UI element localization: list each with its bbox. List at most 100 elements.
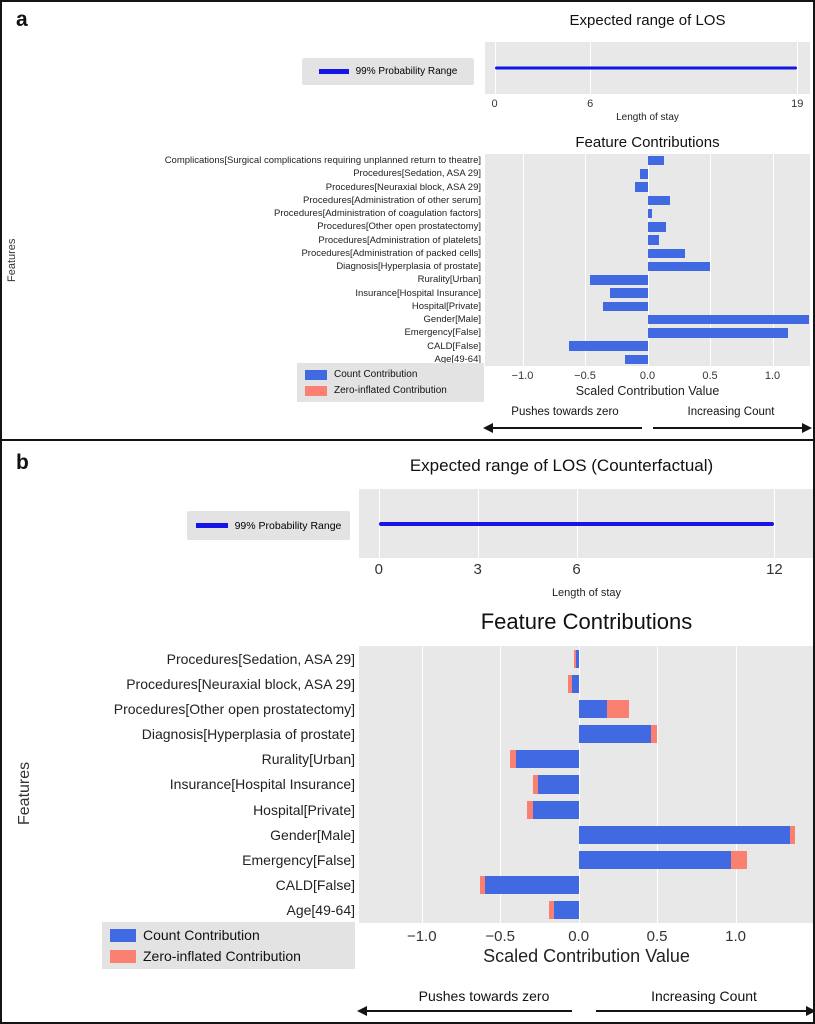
gridline (585, 154, 586, 366)
zero-inflated-legend-item: Zero-inflated Contribution (110, 948, 347, 964)
count-bar (578, 725, 651, 744)
contributions-x-ticks: −1.0 −0.5 0.0 0.5 1.0 (485, 370, 810, 383)
count-bar (553, 901, 579, 920)
panel-b: b Expected range of LOS (Counterfactual)… (2, 443, 813, 1022)
count-legend-item: Count Contribution (305, 369, 476, 380)
zero-inflated-bar (533, 775, 538, 794)
zero-inflated-bar (730, 850, 747, 870)
features-axis-label: Features (16, 761, 33, 825)
features-axis-label: Features (6, 238, 18, 282)
x-tick-label: 1.0 (764, 370, 781, 382)
feature-label: Rurality[Urban] (261, 751, 355, 768)
zero-inflated-legend-label: Zero-inflated Contribution (334, 385, 447, 396)
right-arrow (596, 1006, 813, 1016)
count-legend-label: Count Contribution (334, 369, 418, 380)
zero-inflated-bar (479, 876, 485, 895)
count-bar (484, 876, 579, 895)
los-chart-title: Expected range of LOS (569, 12, 726, 29)
contributions-x-ticks: −1.0 −0.5 0.0 0.5 1.0 (359, 928, 813, 945)
feature-label: Procedures[Administration of other serum… (303, 194, 481, 206)
zero-inflated-bar (790, 825, 796, 844)
count-bar (578, 850, 731, 870)
zero-inflated-legend-label: Zero-inflated Contribution (143, 948, 301, 964)
count-bar (640, 169, 648, 179)
probability-range-line (378, 521, 775, 526)
count-bar (572, 674, 579, 693)
los-x-ticks: 0 6 19 (485, 98, 810, 111)
count-bar (610, 288, 648, 298)
los-x-axis-label: Length of stay (551, 587, 622, 599)
zero-inflated-swatch (305, 385, 327, 396)
feature-label: Hospital[Private] (253, 801, 355, 818)
feature-label: Procedures[Neuraxial block, ASA 29] (126, 675, 355, 692)
count-bar (537, 775, 579, 794)
probability-range-line (494, 66, 798, 70)
contribution-legend: Count Contribution Zero-inflated Contrib… (297, 363, 484, 402)
panel-a-label: a (16, 8, 28, 31)
left-arrow (483, 423, 642, 433)
count-swatch (305, 369, 327, 380)
pushes-towards-zero-annotation: Pushes towards zero (511, 406, 619, 418)
x-tick-label: −0.5 (485, 928, 516, 945)
gridline (578, 646, 580, 923)
count-bar (602, 301, 648, 312)
x-tick-label: −1.0 (511, 370, 534, 382)
x-tick-label: 0.5 (646, 928, 668, 945)
feature-label: CALD[False] (275, 877, 355, 894)
feature-label: Emergency[False] (242, 852, 355, 869)
probability-range-legend-label: 99% Probability Range (355, 66, 458, 77)
x-tick-label: 19 (791, 98, 804, 110)
feature-label: Gender[Male] (270, 826, 355, 843)
los-x-ticks: 0 3 6 12 (359, 561, 813, 578)
feature-label: Hospital[Private] (411, 300, 481, 312)
x-tick-label: 12 (766, 561, 783, 578)
feature-label: Rurality[Urban] (417, 274, 481, 286)
zero-inflated-bar (650, 725, 658, 744)
gridline (500, 646, 502, 923)
zero-inflated-bar (567, 674, 573, 693)
zero-inflated-bar (548, 901, 554, 920)
count-legend-item: Count Contribution (110, 927, 347, 943)
feature-label: Age[49-64] (286, 902, 356, 919)
panel-a: a Expected range of LOS 99% Probability … (2, 2, 813, 441)
count-legend-label: Count Contribution (143, 927, 260, 943)
count-bar (647, 328, 788, 338)
right-arrow (653, 423, 812, 433)
x-tick-label: −0.5 (574, 370, 596, 382)
probability-line-swatch (195, 523, 228, 528)
gridline (797, 42, 799, 94)
los-plot-area (485, 42, 810, 94)
contribution-legend: Count Contribution Zero-inflated Contrib… (102, 922, 355, 969)
probability-range-legend-label: 99% Probability Range (234, 519, 342, 532)
count-bar (515, 750, 579, 769)
feature-label: Procedures[Administration of packed cell… (301, 247, 481, 259)
feature-contributions-title: Feature Contributions (575, 134, 720, 151)
x-tick-label: 0.0 (568, 928, 590, 945)
count-bar (635, 182, 648, 192)
los-counterfactual-title: Expected range of LOS (Counterfactual) (409, 456, 714, 475)
count-bar (647, 261, 710, 272)
feature-contributions-plot (485, 154, 810, 366)
x-tick-label: 3 (473, 561, 482, 578)
contributions-x-axis-label: Scaled Contribution Value (575, 384, 720, 398)
increasing-count-annotation: Increasing Count (651, 988, 757, 1004)
feature-contributions-plot (359, 646, 813, 923)
count-bar (647, 248, 685, 259)
los-plot-area (359, 489, 813, 558)
feature-label: Age[49-64] (434, 353, 481, 365)
los-x-axis-label: Length of stay (616, 112, 679, 123)
zero-inflated-bar (573, 649, 576, 668)
gridline (735, 646, 737, 923)
zero-inflated-legend-item: Zero-inflated Contribution (305, 385, 476, 396)
increasing-count-annotation: Increasing Count (687, 406, 775, 418)
feature-contributions-title: Feature Contributions (480, 609, 693, 634)
feature-labels-column: Complications[Surgical complications req… (32, 154, 481, 366)
count-bar (575, 649, 579, 668)
count-bar (590, 275, 648, 285)
gridline (772, 154, 774, 366)
x-tick-label: 0.0 (639, 370, 656, 382)
feature-label: Procedures[Other open prostatectomy] (317, 221, 481, 233)
feature-label: Diagnosis[Hyperplasia of prostate] (141, 726, 355, 743)
count-bar (578, 825, 791, 844)
count-bar (647, 155, 664, 166)
